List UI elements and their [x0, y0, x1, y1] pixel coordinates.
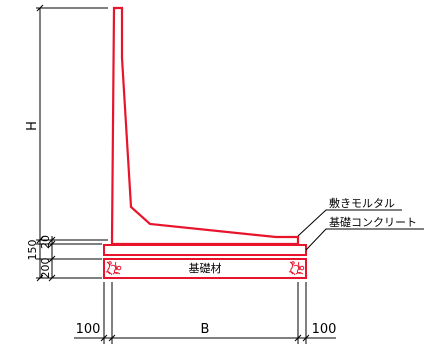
- leader-lines: [297, 209, 424, 251]
- foundation-label: 基礎材: [189, 261, 222, 275]
- gravel-hatch-left: [105, 261, 122, 276]
- retaining-wall: [110, 6, 300, 246]
- wall-outline: [110, 6, 300, 246]
- base-width-label: B: [201, 322, 210, 337]
- leveling-mortar-label: 敷きモルタル: [329, 196, 395, 210]
- leader-mortar: [297, 209, 402, 237]
- leader-concrete: [305, 228, 424, 251]
- dim-20-label: 20: [39, 235, 52, 249]
- gravel-hatch-right: [288, 261, 305, 276]
- foundation-base-rect: [103, 258, 307, 279]
- dim-150-label: 150: [26, 240, 39, 261]
- dim-200-label: 200: [39, 258, 52, 279]
- foundation-concrete-slab: [103, 244, 307, 256]
- foundation-concrete-rect: [103, 244, 307, 256]
- foundation-concrete-label: 基礎コンクリート: [329, 216, 417, 229]
- height-label: H: [25, 121, 40, 131]
- horizontal-dimensions: [74, 282, 336, 344]
- vertical-dimensions: [36, 4, 108, 282]
- dim-left-100-label: 100: [76, 322, 101, 337]
- foundation-base-layer: [103, 258, 307, 279]
- dim-right-100-label: 100: [312, 322, 337, 337]
